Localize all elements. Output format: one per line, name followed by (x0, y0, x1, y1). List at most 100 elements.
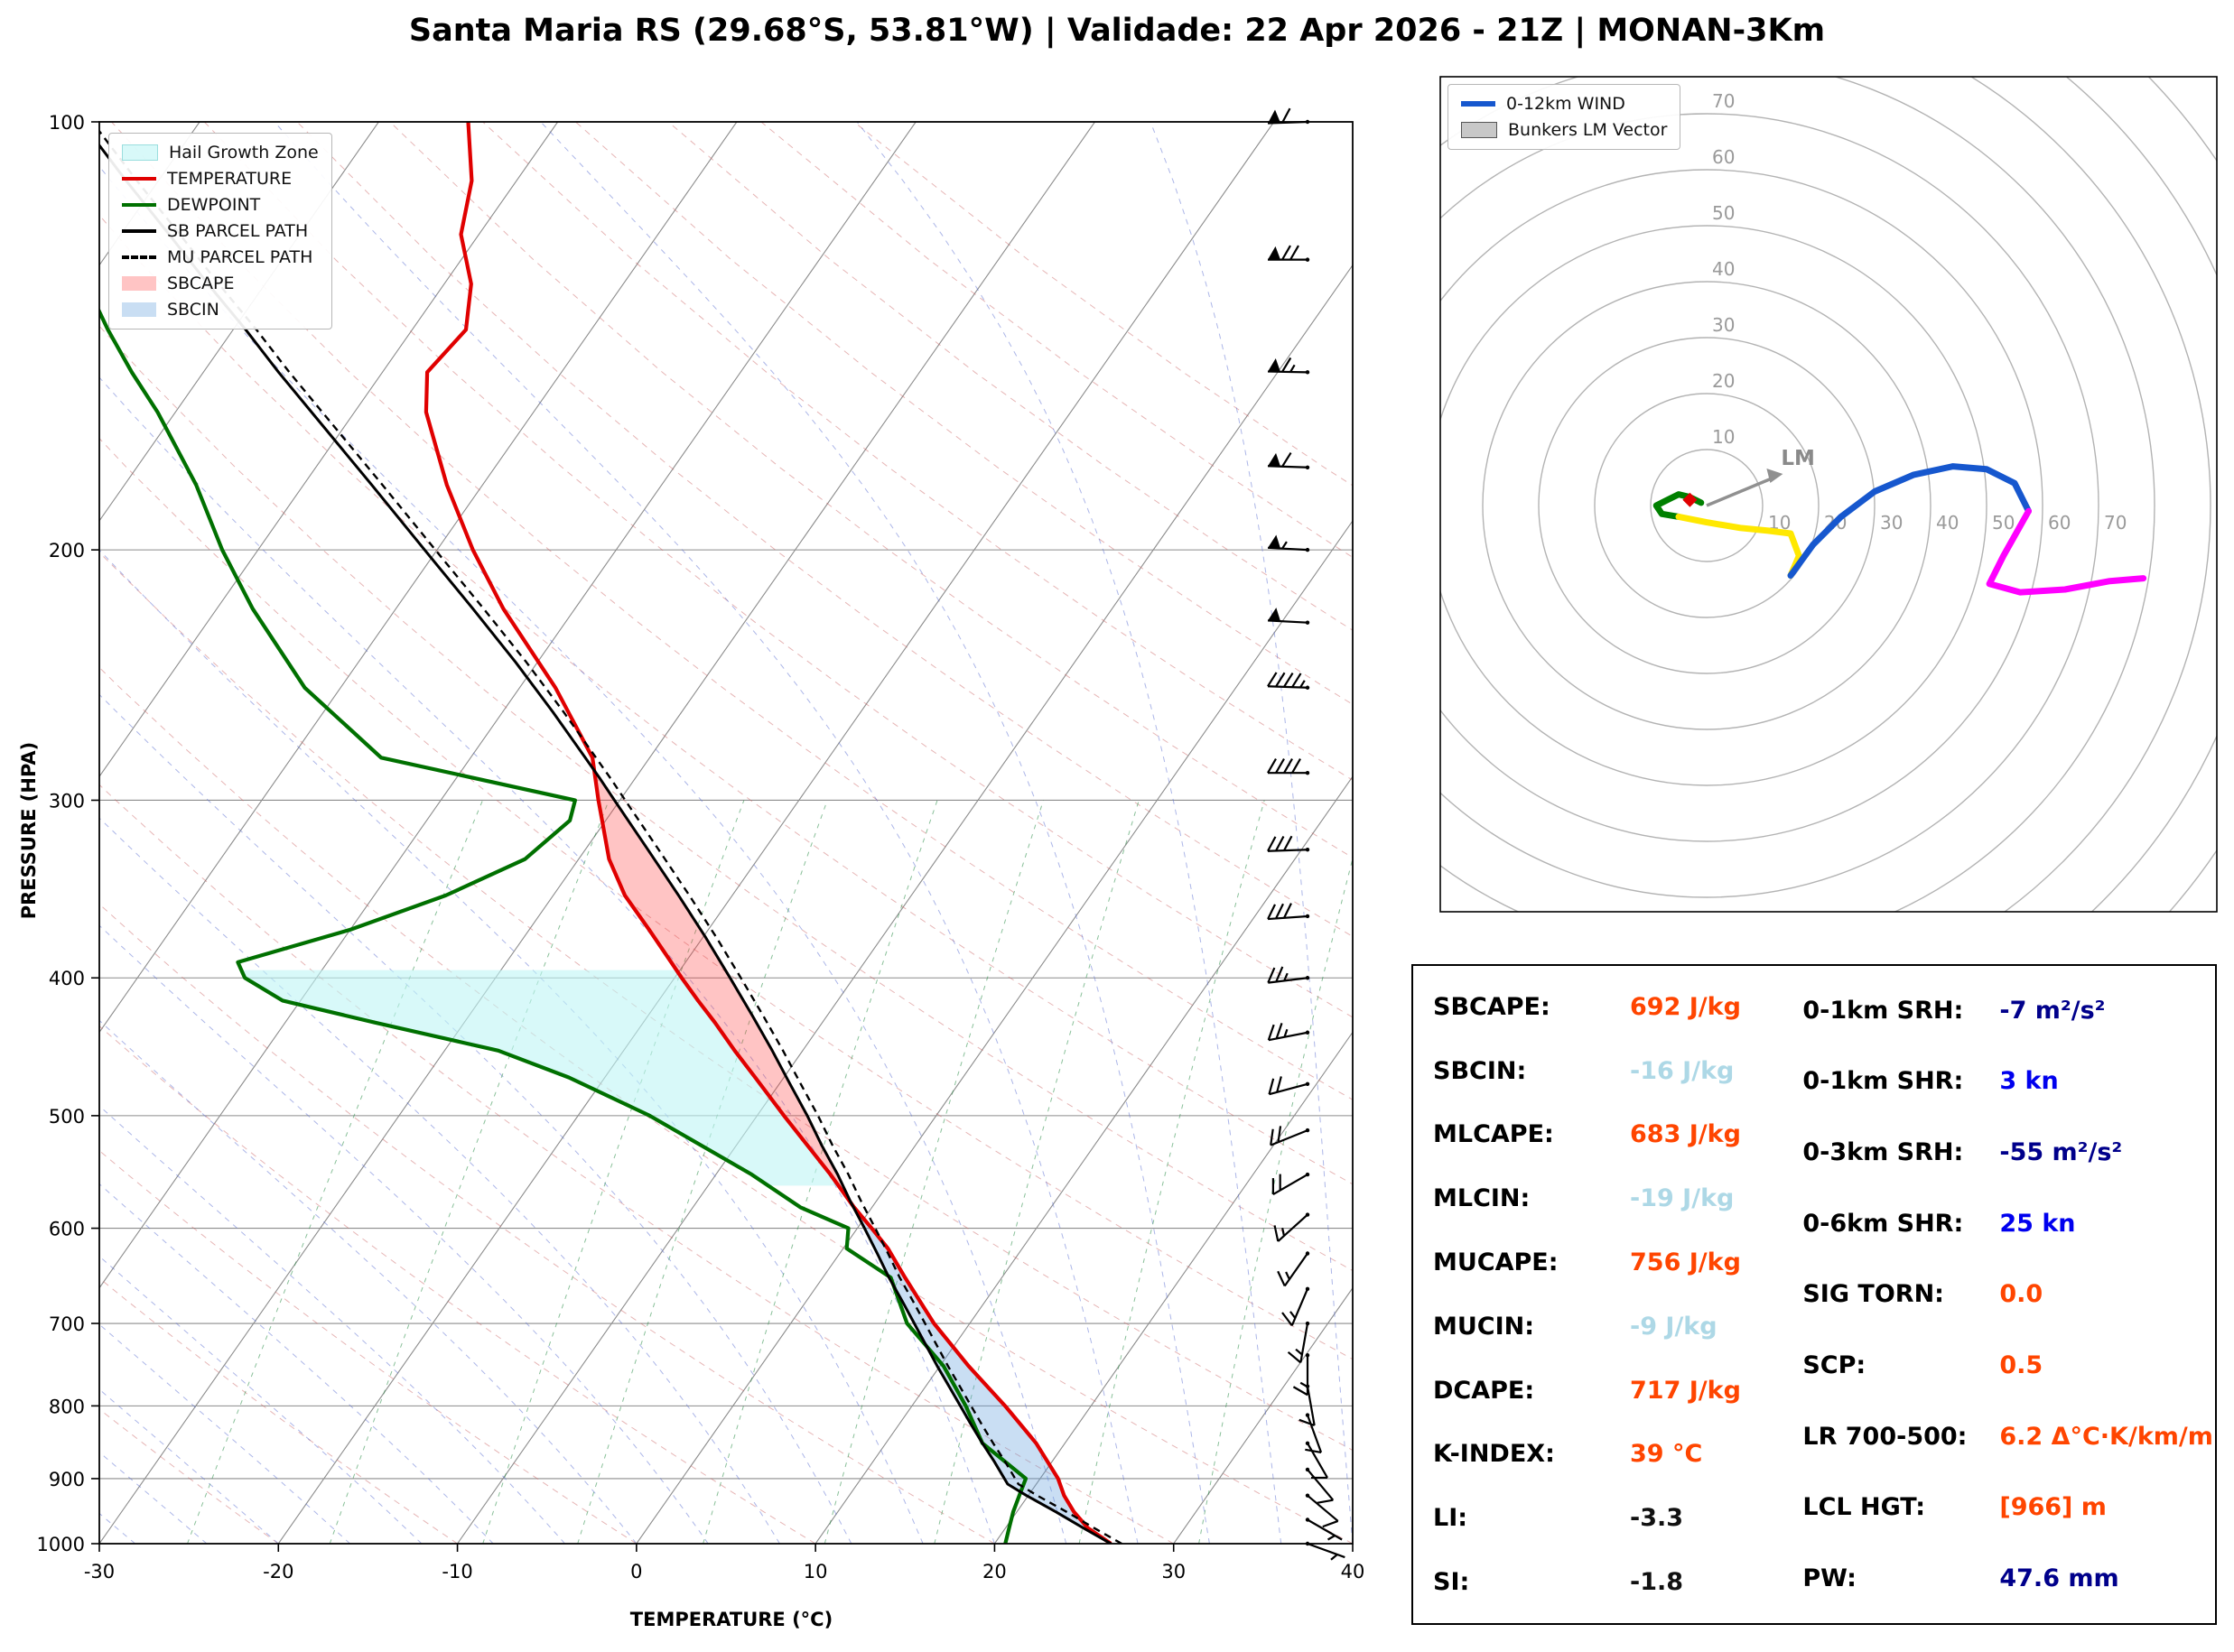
svg-text:30: 30 (1880, 512, 1903, 534)
metric-row-left-2: MLCAPE: 683 J/kg (1433, 1120, 1790, 1148)
svg-text:600: 600 (49, 1219, 85, 1240)
metric-row-right-8: PW: 47.6 mm (1802, 1564, 2215, 1592)
metric-label: SCP: (1802, 1351, 1866, 1380)
temperature-axis-label: TEMPERATURE (°C) (629, 1609, 833, 1630)
skewt-legend-item-6: SBCIN (122, 300, 319, 320)
svg-text:500: 500 (49, 1106, 85, 1128)
svg-text:10: 10 (804, 1561, 828, 1582)
metric-row-left-5: MUCIN: -9 J/kg (1433, 1313, 1790, 1341)
metric-value: -19 J/kg (1630, 1184, 1735, 1213)
metric-row-left-0: SBCAPE: 692 J/kg (1433, 993, 1790, 1021)
skewt-legend-item-4: MU PARCEL PATH (122, 247, 319, 267)
metric-label: DCAPE: (1433, 1376, 1535, 1405)
svg-text:LM: LM (1781, 447, 1815, 470)
svg-text:60: 60 (1712, 146, 1735, 168)
svg-text:0: 0 (630, 1561, 642, 1582)
temperature-tick-labels: -30 -20 -10 0 10 20 30 40 (84, 1544, 1365, 1582)
metric-value: -3.3 (1630, 1504, 1684, 1533)
svg-text:30: 30 (1712, 314, 1735, 336)
svg-text:100: 100 (49, 112, 85, 134)
svg-text:20: 20 (1712, 370, 1735, 392)
metric-label: 0-3km SRH: (1802, 1138, 1964, 1167)
metric-label: MUCAPE: (1433, 1248, 1559, 1277)
sb-parcel-path-line (99, 143, 1112, 1544)
svg-text:40: 40 (1341, 1561, 1365, 1582)
metric-row-right-5: SCP: 0.5 (1802, 1351, 2215, 1379)
metric-row-left-6: DCAPE: 717 J/kg (1433, 1377, 1790, 1405)
metric-value: -1.8 (1630, 1568, 1684, 1597)
svg-text:400: 400 (49, 968, 85, 989)
metric-value: [966] m (1999, 1493, 2107, 1522)
metric-row-left-7: K-INDEX: 39 °C (1433, 1440, 1790, 1468)
metric-label: MLCIN: (1433, 1184, 1531, 1213)
skewt-legend-item-4-key (122, 255, 156, 259)
svg-text:40: 40 (1712, 258, 1735, 280)
dry-adiabat-lines (99, 122, 1353, 1544)
indices-table: SBCAPE: 692 J/kg SBCIN: -16 J/kg MLCAPE: 683 … (1411, 964, 2217, 1625)
metric-row-right-1: 0-1km SHR: 3 kn (1802, 1067, 2215, 1095)
skewt-legend-item-0-key (122, 144, 158, 161)
skewt-legend-item-4-label: MU PARCEL PATH (167, 247, 313, 267)
metric-label: SI: (1433, 1568, 1470, 1597)
skewt-frame (98, 121, 1354, 1545)
svg-text:800: 800 (49, 1396, 85, 1417)
skewt-legend-item-5: SBCAPE (122, 274, 319, 293)
metric-value: 39 °C (1630, 1440, 1703, 1469)
skewt-legend-item-2-key (122, 203, 156, 207)
sbcape-shading (592, 768, 863, 1219)
hodograph-legend-item-0: 0-12km WIND (1461, 94, 1667, 114)
metric-row-left-8: LI: -3.3 (1433, 1504, 1790, 1532)
metric-row-right-4: SIG TORN: 0.0 (1802, 1280, 2215, 1308)
metric-label: 0-1km SHR: (1802, 1067, 1964, 1096)
metric-row-left-4: MUCAPE: 756 J/kg (1433, 1248, 1790, 1276)
svg-text:60: 60 (2048, 512, 2071, 534)
metric-value: 756 J/kg (1630, 1248, 1741, 1277)
metric-value: -55 m²/s² (1999, 1138, 2123, 1167)
metric-value: 0.5 (1999, 1351, 2043, 1380)
metric-label: PW: (1802, 1564, 1857, 1593)
mu-parcel-path-line (99, 129, 1122, 1544)
hodograph-legend-item-1-label: Bunkers LM Vector (1508, 120, 1668, 140)
svg-text:50: 50 (1712, 202, 1735, 224)
metric-row-left-9: SI: -1.8 (1433, 1568, 1790, 1596)
skewt-legend: Hail Growth Zone TEMPERATURE DEWPOINT SB PA… (108, 133, 332, 329)
metric-label: LR 700-500: (1802, 1422, 1968, 1451)
svg-text:900: 900 (49, 1469, 85, 1490)
metric-value: 717 J/kg (1630, 1376, 1741, 1405)
skewt-legend-item-1-key (122, 177, 156, 181)
metric-label: LI: (1433, 1504, 1468, 1533)
metric-value: 683 J/kg (1630, 1120, 1741, 1149)
hodograph-frame (1439, 76, 2218, 913)
figure-title: Santa Maria RS (29.68°S, 53.81°W) | Vali… (408, 13, 1826, 49)
skewt-legend-item-3-label: SB PARCEL PATH (167, 221, 309, 241)
skewt-legend-item-5-label: SBCAPE (167, 274, 235, 293)
skewt-legend-item-1-label: TEMPERATURE (167, 169, 293, 189)
skewt-panel (99, 122, 1353, 1544)
svg-text:-20: -20 (263, 1561, 293, 1582)
skewt-legend-item-3-key (122, 229, 156, 233)
metric-value: 6.2 Δ°C·K/km/m (1999, 1422, 2213, 1451)
hodograph-legend-item-0-label: 0-12km WIND (1506, 94, 1625, 114)
sbcin-shading (859, 1218, 1098, 1535)
hodograph-legend-item-1-key (1461, 122, 1497, 138)
skewt-legend-item-5-key (122, 276, 156, 291)
metric-label: MUCIN: (1433, 1312, 1535, 1341)
metric-row-left-3: MLCIN: -19 J/kg (1433, 1184, 1790, 1212)
skewt-legend-item-0: Hail Growth Zone (122, 143, 319, 162)
metric-label: LCL HGT: (1802, 1493, 1926, 1522)
metric-value: -9 J/kg (1630, 1312, 1717, 1341)
metric-label: MLCAPE: (1433, 1120, 1554, 1149)
metric-value: 47.6 mm (1999, 1564, 2119, 1593)
metric-label: K-INDEX: (1433, 1440, 1555, 1469)
skewt-legend-item-2-label: DEWPOINT (167, 195, 261, 215)
metric-row-right-0: 0-1km SRH: -7 m²/s² (1802, 997, 2215, 1025)
metric-row-right-7: LCL HGT: [966] m (1802, 1493, 2215, 1521)
metric-value: 692 J/kg (1630, 992, 1741, 1021)
svg-text:50: 50 (1992, 512, 2015, 534)
skewt-legend-item-6-label: SBCIN (167, 300, 219, 320)
svg-text:40: 40 (1936, 512, 1959, 534)
metric-value: 3 kn (1999, 1067, 2059, 1096)
metric-label: SBCAPE: (1433, 992, 1550, 1021)
